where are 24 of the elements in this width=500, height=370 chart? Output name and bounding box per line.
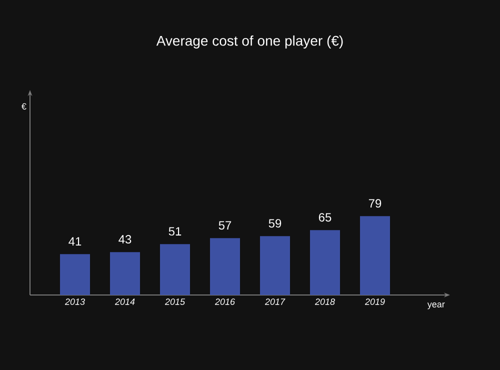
data-label: 57 — [218, 221, 232, 230]
x-tick-label: 2016 — [214, 298, 236, 305]
data-label: 41 — [68, 237, 82, 246]
bar — [260, 236, 290, 295]
text: € — [22, 103, 26, 110]
bar — [360, 216, 390, 295]
x-axis-title: year — [427, 302, 445, 310]
bar — [160, 244, 190, 295]
data-label: 51 — [168, 227, 182, 236]
x-tick-label: 2014 — [114, 298, 135, 305]
x-tick-label: 2019 — [364, 298, 385, 305]
x-tick-label: 2017 — [264, 298, 286, 305]
bar — [60, 254, 90, 295]
data-label: 65 — [318, 213, 332, 222]
x-tick-label: 2015 — [164, 298, 186, 305]
bar — [110, 252, 140, 295]
data-label: 79 — [368, 199, 382, 208]
data-label: 59 — [268, 219, 282, 228]
data-label: 43 — [118, 235, 132, 244]
x-tick-label: 2013 — [64, 298, 85, 305]
chart-title: Average cost of one player (€) — [156, 35, 343, 49]
x-tick-label: 2018 — [314, 298, 335, 305]
bar — [310, 230, 340, 295]
bar — [210, 238, 240, 295]
